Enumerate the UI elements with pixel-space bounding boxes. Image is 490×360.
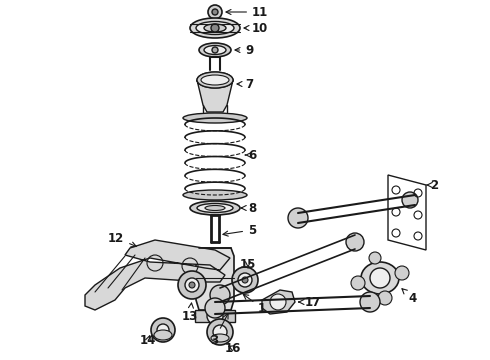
Polygon shape <box>85 240 230 310</box>
Circle shape <box>288 208 308 228</box>
Circle shape <box>189 282 195 288</box>
Circle shape <box>211 24 219 32</box>
Circle shape <box>212 9 218 15</box>
Circle shape <box>346 233 364 251</box>
Polygon shape <box>262 290 295 314</box>
Text: 5: 5 <box>223 224 256 237</box>
Ellipse shape <box>361 262 399 294</box>
Text: 4: 4 <box>402 289 416 305</box>
Circle shape <box>178 271 206 299</box>
Polygon shape <box>196 248 234 310</box>
Circle shape <box>238 273 252 287</box>
Text: 9: 9 <box>235 44 253 57</box>
Circle shape <box>157 324 169 336</box>
Text: 15: 15 <box>240 258 256 271</box>
Circle shape <box>205 298 225 318</box>
Text: 16: 16 <box>225 342 242 355</box>
Circle shape <box>370 268 390 288</box>
Polygon shape <box>195 310 235 322</box>
Text: 17: 17 <box>299 296 321 309</box>
Ellipse shape <box>197 203 233 212</box>
Circle shape <box>210 285 230 305</box>
Ellipse shape <box>190 201 240 215</box>
Text: 14: 14 <box>140 333 156 346</box>
Ellipse shape <box>154 330 172 340</box>
Circle shape <box>208 5 222 19</box>
Circle shape <box>378 291 392 305</box>
Ellipse shape <box>183 113 247 123</box>
Circle shape <box>270 294 286 310</box>
Ellipse shape <box>205 206 225 211</box>
Circle shape <box>232 267 258 293</box>
Circle shape <box>351 276 365 290</box>
Ellipse shape <box>197 72 233 88</box>
Circle shape <box>151 318 175 342</box>
Text: 13: 13 <box>182 303 198 323</box>
Ellipse shape <box>190 18 240 38</box>
Circle shape <box>242 277 248 283</box>
Text: 3: 3 <box>210 314 228 346</box>
Circle shape <box>360 292 380 312</box>
Text: 11: 11 <box>226 5 268 18</box>
Text: 2: 2 <box>427 179 438 192</box>
Circle shape <box>185 278 199 292</box>
Circle shape <box>402 192 418 208</box>
Ellipse shape <box>201 75 229 85</box>
Ellipse shape <box>211 334 229 342</box>
Circle shape <box>213 325 227 339</box>
Text: 1: 1 <box>243 294 266 315</box>
Circle shape <box>369 252 381 264</box>
Ellipse shape <box>196 22 234 35</box>
Ellipse shape <box>199 43 231 57</box>
Text: 12: 12 <box>108 231 136 247</box>
Ellipse shape <box>204 24 226 32</box>
Circle shape <box>212 47 218 53</box>
Text: 8: 8 <box>241 202 256 215</box>
Circle shape <box>207 308 223 324</box>
Text: 10: 10 <box>244 22 268 35</box>
Circle shape <box>395 266 409 280</box>
Polygon shape <box>197 72 233 112</box>
Text: 7: 7 <box>237 77 253 90</box>
Ellipse shape <box>183 190 247 200</box>
Circle shape <box>207 319 233 345</box>
Text: 6: 6 <box>245 149 256 162</box>
Ellipse shape <box>204 45 226 54</box>
